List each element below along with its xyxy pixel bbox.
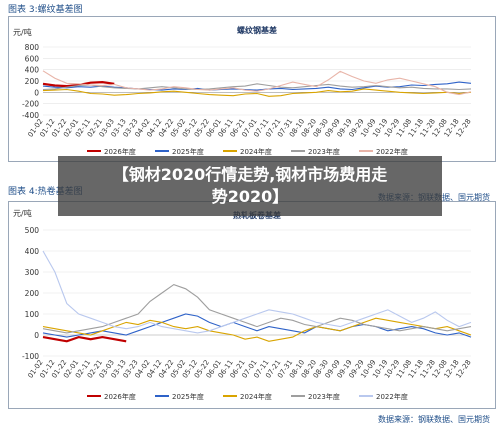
- y-tick-label: 600: [25, 54, 40, 63]
- legend-entry: 2024年度: [240, 147, 272, 156]
- series-line: [42, 70, 472, 96]
- legend-entry: 2022年度: [376, 147, 408, 156]
- y-tick-label: -400: [22, 111, 39, 120]
- y-tick-label: -100: [22, 352, 39, 361]
- series-line: [42, 283, 472, 334]
- y-tick-label: 200: [25, 77, 40, 86]
- series-line: [42, 81, 472, 91]
- y-axis-label: 元/吨: [13, 27, 32, 37]
- y-tick-label: -200: [22, 100, 39, 109]
- hrc-basis-chart: 热轧板卷基差元/吨-100010020030040050001-0201-120…: [13, 208, 473, 401]
- legend-entry: 2026年度: [104, 147, 136, 156]
- y-tick-label: 0: [34, 88, 39, 97]
- y-tick-label: 500: [25, 226, 40, 235]
- legend-entry: 2026年度: [104, 392, 136, 401]
- legend-entry: 2025年度: [172, 392, 204, 401]
- y-tick-label: 100: [25, 310, 40, 319]
- series-line: [42, 250, 472, 334]
- legend-entry: 2023年度: [308, 147, 340, 156]
- series-line: [42, 335, 127, 343]
- figure3-caption: 图表 3:螺纹基差图: [8, 5, 83, 15]
- series-line: [42, 88, 472, 97]
- y-tick-label: 300: [25, 268, 40, 277]
- chart-panel-rebar: 螺纹钢基差 元/吨 -400 -200 0 200 400 600 800 01-02 01-12 0…: [8, 16, 496, 162]
- legend-entry: 2023年度: [308, 392, 340, 401]
- legend-entry: 2022年度: [376, 392, 408, 401]
- y-tick-label: 400: [25, 66, 40, 75]
- y-tick-label: 800: [25, 43, 40, 52]
- chart-panel-hrc: 热轧板卷基差元/吨-100010020030040050001-0201-120…: [8, 201, 496, 409]
- series-line: [42, 83, 472, 91]
- legend-entry: 2025年度: [172, 147, 204, 156]
- y-axis-label: 元/吨: [13, 208, 32, 218]
- figure4-source: 数据来源：钢联数据、国元期货: [378, 415, 490, 424]
- y-tick-label: 400: [25, 247, 40, 256]
- legend-entry: 2024年度: [240, 392, 272, 401]
- overlay-title-line2: 势2020】: [211, 187, 289, 206]
- overlay-title-line1: 【钢材2020行情走势,钢材市场费用走: [112, 165, 388, 184]
- article-title-overlay[interactable]: 【钢材2020行情走势,钢材市场费用走 势2020】: [58, 156, 442, 216]
- y-tick-label: 200: [25, 289, 40, 298]
- chart-title: 螺纹钢基差: [237, 25, 277, 35]
- series-line: [42, 313, 472, 338]
- y-tick-label: 0: [34, 331, 39, 340]
- rebar-basis-chart: 螺纹钢基差元/吨-400-200020040060080001-0201-120…: [13, 25, 473, 156]
- figure4-caption: 图表 4:热卷基差图: [8, 187, 83, 197]
